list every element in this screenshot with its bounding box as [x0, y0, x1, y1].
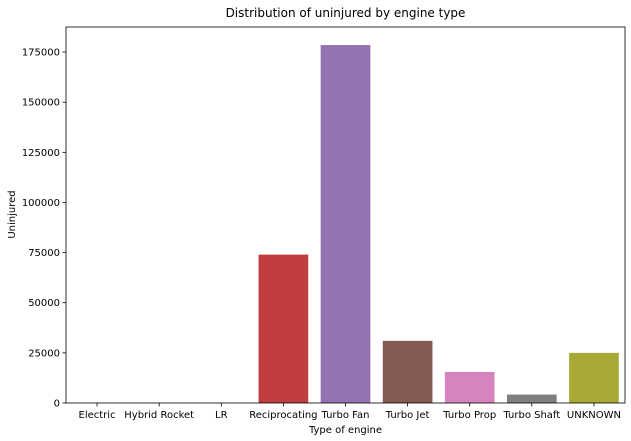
- y-tick-label: 25000: [28, 348, 60, 359]
- y-tick-label: 0: [54, 399, 60, 410]
- y-tick-label: 75000: [28, 248, 60, 259]
- plot-frame: [65, 26, 626, 404]
- y-tick-label: 50000: [28, 298, 60, 309]
- bar-turbo-shaft: [506, 394, 557, 403]
- x-axis: Electric Hybrid Rocket LR Reciprocating Turb…: [79, 403, 621, 421]
- x-tick-label: UNKNOWN: [567, 410, 621, 421]
- bar-turbo-prop: [444, 371, 495, 403]
- x-tick-label: Hybrid Rocket: [124, 410, 194, 421]
- x-tick-label: Turbo Prop: [442, 410, 496, 421]
- bar-reciprocating: [258, 254, 309, 403]
- chart-title: Distribution of uninjured by engine type: [226, 6, 466, 20]
- y-axis-label: Uninjured: [7, 190, 18, 238]
- bar-unknown: [569, 352, 619, 403]
- x-tick-label: Reciprocating: [249, 410, 317, 421]
- x-tick-label: LR: [215, 410, 228, 421]
- y-tick-label: 150000: [22, 98, 60, 109]
- y-tick-label: 175000: [22, 48, 60, 59]
- x-tick-label: Electric: [79, 410, 116, 421]
- bars-group: [258, 45, 619, 403]
- y-axis: 0 25000 50000 75000 100000 125000 150000 175000: [22, 48, 66, 410]
- x-axis-label: Type of engine: [308, 425, 382, 436]
- y-tick-label: 100000: [22, 198, 60, 209]
- x-tick-label: Turbo Jet: [385, 410, 430, 421]
- y-tick-label: 125000: [22, 148, 60, 159]
- bar-turbo-fan: [320, 45, 371, 403]
- x-tick-label: Turbo Shaft: [502, 410, 560, 421]
- x-tick-label: Turbo Fan: [321, 410, 370, 421]
- bar-turbo-jet: [382, 340, 433, 403]
